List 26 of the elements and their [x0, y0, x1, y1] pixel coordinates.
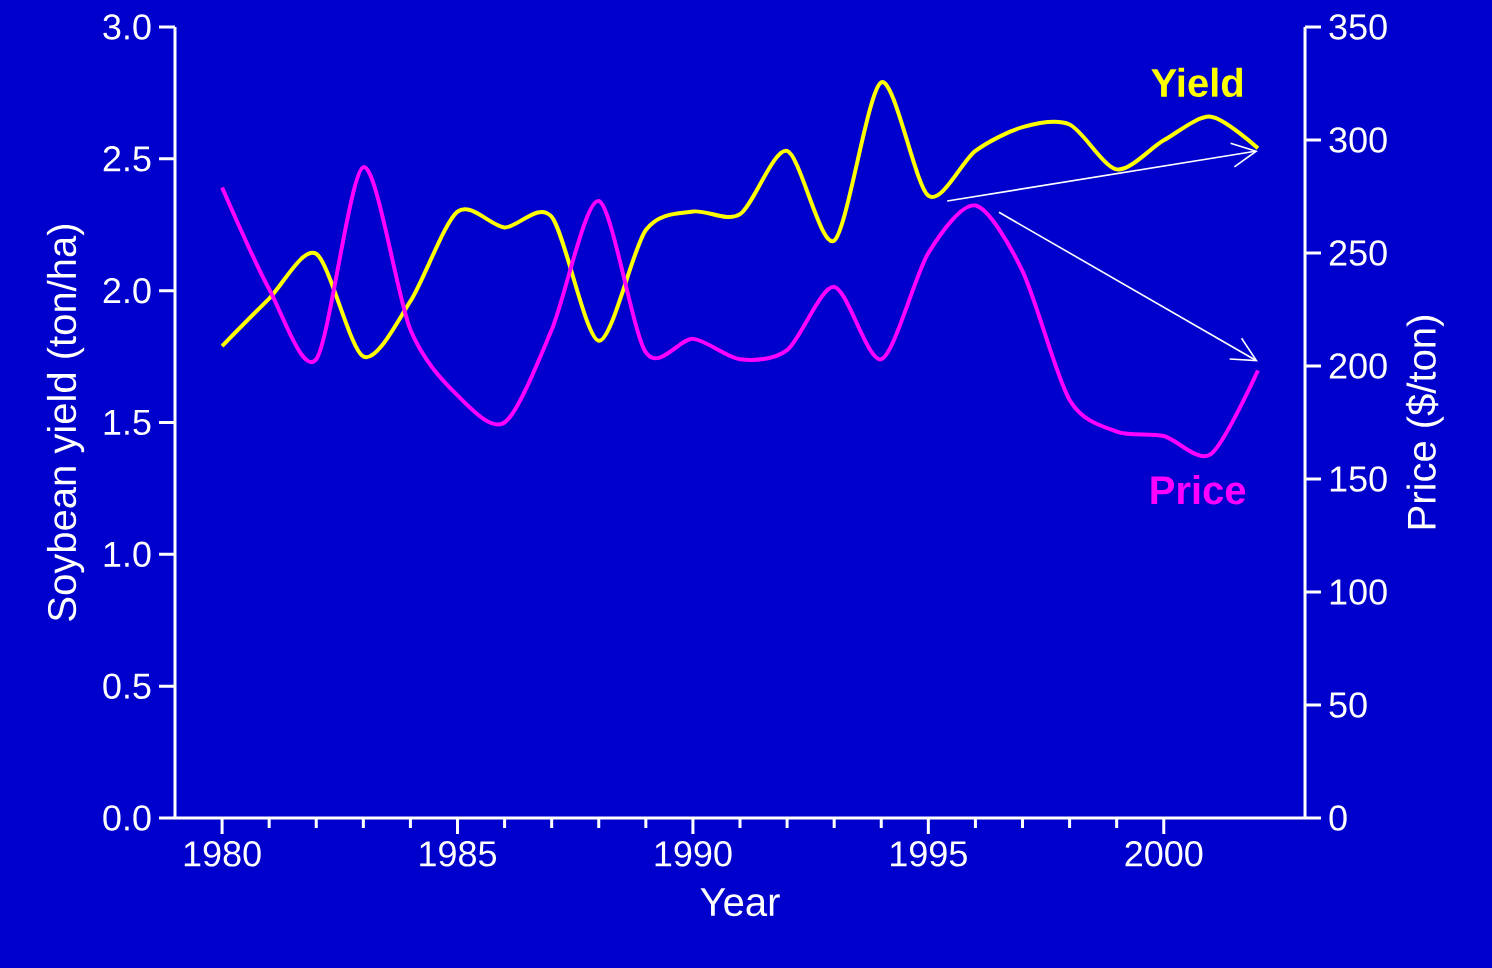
y-axis-title: Soybean yield (ton/ha)	[46, 224, 85, 621]
series-label: Price	[1151, 475, 1246, 505]
y-tick-label: 2.5	[103, 146, 151, 172]
y2-tick-label: 50	[1329, 692, 1367, 718]
y2-tick-label: 250	[1329, 240, 1387, 266]
y2-axis-title: Price ($/ton)	[1405, 316, 1444, 529]
x-tick-label: 1985	[420, 841, 497, 867]
y2-tick-label: 200	[1329, 353, 1387, 379]
y-tick-label: 0.0	[103, 805, 151, 831]
y2-tick-label: 100	[1330, 579, 1387, 605]
y-tick-label: 3.0	[103, 14, 151, 40]
y-tick-label: 1.0	[104, 541, 151, 568]
x-axis-title: Year	[700, 888, 780, 917]
y2-tick-label: 350	[1329, 14, 1387, 40]
y-tick-label: 2.0	[103, 277, 151, 304]
y2-tick-label: 150	[1330, 466, 1387, 492]
y-tick-label: 0.5	[103, 673, 151, 699]
y2-tick-label: 300	[1329, 127, 1387, 153]
y-tick-label: 1.5	[104, 409, 151, 436]
x-tick-label: 1995	[891, 841, 967, 867]
series-label: Yield	[1151, 67, 1243, 98]
y2-tick-label: 0	[1329, 805, 1347, 831]
x-tick-label: 2000	[1125, 841, 1203, 867]
x-tick-label: 1980	[184, 841, 261, 867]
x-tick-label: 1990	[655, 841, 732, 867]
line-series	[220, 165, 1260, 457]
